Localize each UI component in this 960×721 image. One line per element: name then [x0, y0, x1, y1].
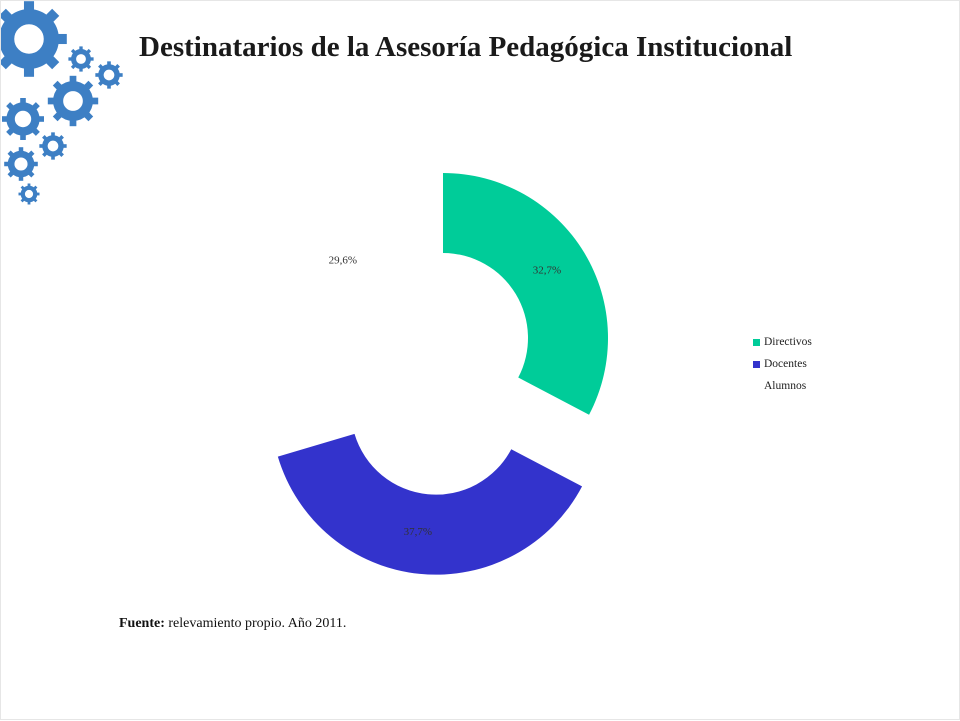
- slice-alumnos: [278, 173, 443, 386]
- source-label: Fuente:: [119, 616, 165, 631]
- source-note: Fuente: relevamiento propio. Año 2011.: [119, 616, 346, 632]
- chart-legend: Directivos Docentes Alumnos: [753, 331, 812, 397]
- page-title: Destinatarios de la Asesoría Pedagógica …: [139, 31, 793, 63]
- legend-item-directivos: Directivos: [753, 331, 812, 353]
- legend-label: Alumnos: [764, 380, 807, 392]
- legend-swatch: [753, 338, 760, 346]
- legend-label: Docentes: [764, 358, 807, 370]
- legend-item-docentes: Docentes: [753, 353, 812, 375]
- legend-label: Directivos: [764, 336, 812, 348]
- data-label-alumnos: 29,6%: [329, 254, 357, 266]
- slice-directivos: [443, 173, 608, 415]
- slice-docentes: [277, 433, 583, 575]
- legend-item-alumnos: Alumnos: [753, 375, 812, 397]
- legend-swatch: [753, 382, 760, 390]
- data-label-directivos: 32,7%: [533, 264, 561, 276]
- source-text: relevamiento propio. Año 2011.: [164, 616, 347, 631]
- legend-swatch: [753, 360, 760, 368]
- data-label-docentes: 37,7%: [404, 526, 432, 538]
